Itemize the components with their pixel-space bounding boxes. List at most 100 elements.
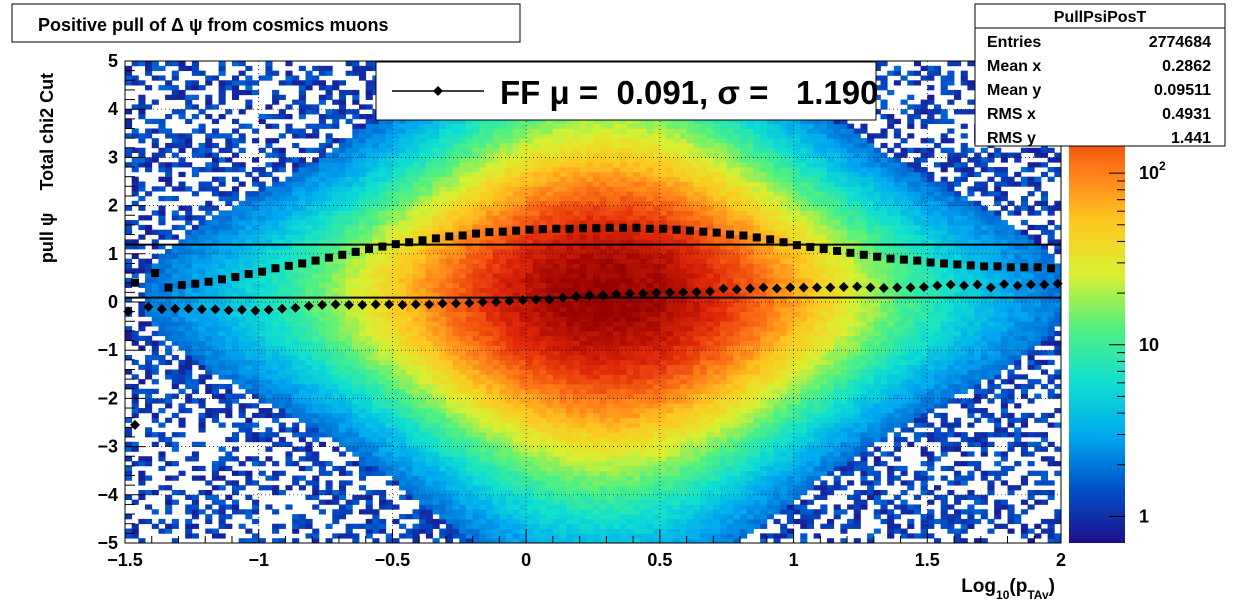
heatmap-cell <box>231 176 240 182</box>
heatmap-cell <box>359 162 367 168</box>
heatmap-cell <box>359 412 367 419</box>
heatmap-cell <box>519 485 527 491</box>
heatmap-cell <box>352 94 360 100</box>
heatmap-cell <box>432 152 440 158</box>
heatmap-cell <box>332 263 340 269</box>
heatmap-cell <box>352 398 360 404</box>
heatmap-cell <box>465 345 474 351</box>
heatmap-cell <box>352 446 360 452</box>
heatmap-cell <box>399 292 407 298</box>
heatmap-cell <box>298 311 306 317</box>
heatmap-cell <box>165 195 173 202</box>
heatmap-cell <box>272 195 280 202</box>
heatmap-cell <box>205 514 213 520</box>
heatmap-cell <box>492 451 500 457</box>
heatmap-cell <box>312 475 320 481</box>
heatmap-cell <box>151 388 159 394</box>
heatmap-cell <box>265 152 273 158</box>
heatmap-cell <box>432 451 440 457</box>
heatmap-cell <box>546 470 554 476</box>
heatmap-cell <box>419 408 427 414</box>
heatmap-cell <box>472 157 480 163</box>
heatmap-cell <box>138 292 146 298</box>
heatmap-cell <box>465 133 474 139</box>
heatmap-cell <box>125 514 133 520</box>
heatmap-cell <box>278 277 286 284</box>
heatmap-cell <box>359 335 367 341</box>
heatmap-cell <box>265 263 273 269</box>
heatmap-cell <box>539 282 547 288</box>
heatmap-cell <box>325 263 333 269</box>
heatmap-cell <box>465 480 474 486</box>
heatmap-cell <box>165 176 173 182</box>
heatmap-cell <box>439 239 447 245</box>
heatmap-cell <box>298 162 306 168</box>
heatmap-cell <box>332 282 340 288</box>
heatmap-cell <box>439 171 447 178</box>
heatmap-cell <box>231 480 240 486</box>
heatmap-cell <box>318 388 326 394</box>
heatmap-cell <box>325 195 333 202</box>
heatmap-cell <box>198 441 206 447</box>
heatmap-cell <box>539 234 547 240</box>
heatmap-cell <box>445 195 453 202</box>
heatmap-cell <box>198 128 206 134</box>
heatmap-cell <box>272 350 280 356</box>
heatmap-cell <box>272 359 280 366</box>
heatmap-cell <box>432 335 440 341</box>
heatmap-cell <box>512 292 520 298</box>
heatmap-cell <box>506 393 514 399</box>
heatmap-cell <box>285 287 293 293</box>
heatmap-cell <box>359 171 367 178</box>
heatmap-cell <box>178 277 186 284</box>
heatmap-cell <box>332 364 340 370</box>
heatmap-cell <box>372 234 380 240</box>
heatmap-cell <box>231 210 240 216</box>
heatmap-cell <box>399 412 407 419</box>
heatmap-cell <box>285 70 293 76</box>
heatmap-cell <box>158 321 166 327</box>
heatmap-cell <box>419 282 427 288</box>
heatmap-cell <box>252 157 260 163</box>
heatmap-cell <box>225 147 233 153</box>
heatmap-cell <box>191 335 199 341</box>
heatmap-cell <box>412 128 420 134</box>
heatmap-cell <box>492 244 500 250</box>
heatmap-cell <box>238 61 246 67</box>
heatmap-cell <box>278 374 286 380</box>
heatmap-cell <box>245 306 253 313</box>
heatmap-cell <box>365 306 373 313</box>
heatmap-cell <box>379 451 387 457</box>
heatmap-cell <box>546 398 554 404</box>
heatmap-cell <box>445 509 453 515</box>
heatmap-cell <box>425 147 433 153</box>
heatmap-cell <box>492 311 500 317</box>
heatmap-cell <box>298 195 306 202</box>
heatmap-cell <box>546 258 554 264</box>
heatmap-cell <box>479 326 487 332</box>
heatmap-cell <box>412 162 420 168</box>
heatmap-cell <box>125 456 133 462</box>
heatmap-cell <box>312 268 320 274</box>
heatmap-cell <box>412 330 420 337</box>
heatmap-cell <box>532 509 540 515</box>
heatmap-cell <box>285 253 293 260</box>
heatmap-cell <box>385 412 393 419</box>
heatmap-cell <box>419 306 427 313</box>
heatmap-cell <box>432 422 440 428</box>
heatmap-cell <box>385 364 393 370</box>
heatmap-cell <box>325 162 333 168</box>
heatmap-cell <box>238 287 246 293</box>
heatmap-cell <box>185 364 193 370</box>
heatmap-cell <box>312 234 320 240</box>
heatmap-cell <box>225 138 233 144</box>
heatmap-cell <box>479 321 487 327</box>
heatmap-cell <box>278 268 286 274</box>
heatmap-cell <box>272 355 280 361</box>
heatmap-cell <box>318 393 326 399</box>
heatmap-cell <box>425 282 433 288</box>
heatmap-cell <box>492 287 500 293</box>
heatmap-cell <box>231 75 240 81</box>
heatmap-cell <box>405 374 413 380</box>
heatmap-cell <box>252 234 260 240</box>
